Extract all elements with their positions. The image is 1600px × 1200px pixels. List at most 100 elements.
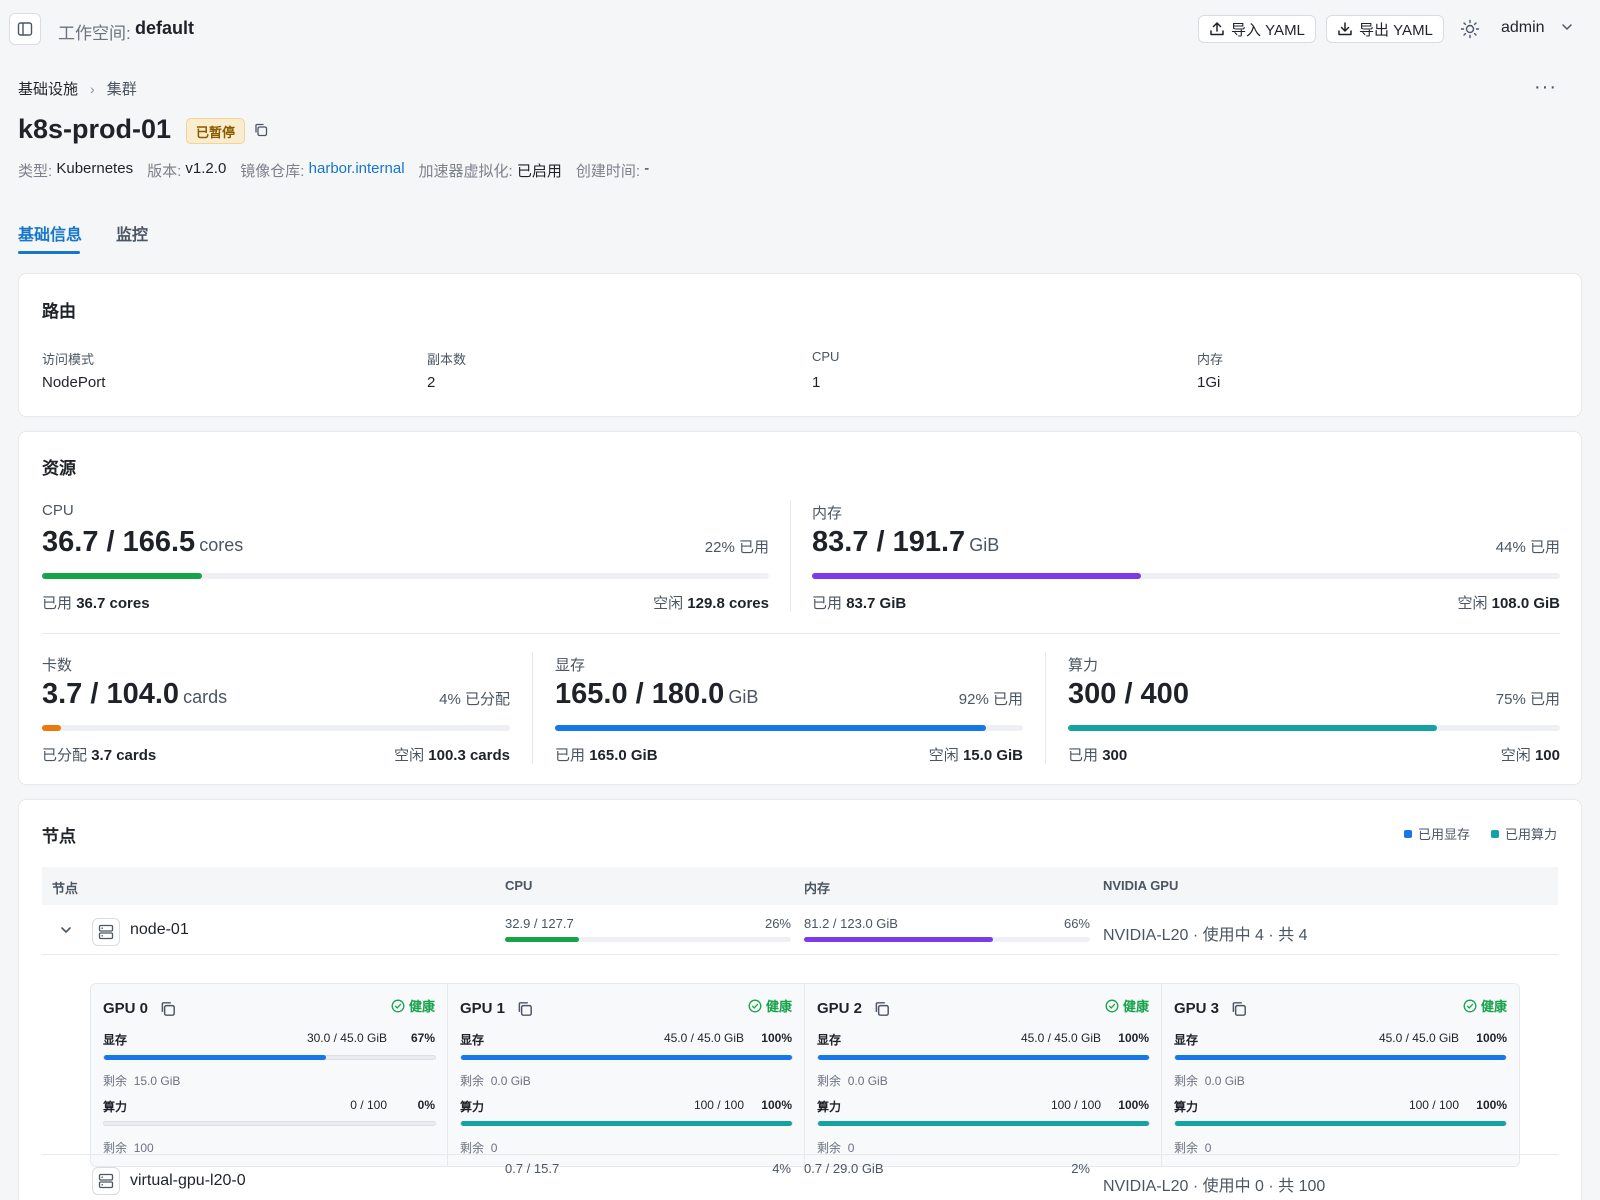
gpu-name: GPU 3 [1174, 1000, 1220, 1017]
tab-basic-info[interactable]: 基础信息 [18, 227, 83, 244]
breadcrumb-current[interactable]: 集群 [106, 81, 137, 98]
chevron-down-icon[interactable] [58, 922, 74, 938]
chevron-down-icon[interactable] [1560, 20, 1574, 34]
gpu-compute-remaining: 剩余 0 [460, 1139, 497, 1156]
meta-type-value: Kubernetes [56, 160, 134, 177]
theme-toggle-button[interactable] [1459, 18, 1481, 40]
gpu-compute-pct: 100% [761, 1098, 792, 1112]
gpu-vram-bar [1174, 1055, 1507, 1060]
resource-cards-used-value: 3.7 cards [91, 747, 157, 764]
gpu-compute-bar-fill [461, 1121, 792, 1126]
breadcrumb: 基础设施 › 集群 [18, 78, 137, 99]
route-replicas-value: 2 [427, 374, 436, 391]
resource-memory-bar [812, 573, 1560, 579]
gpu-compute-label: 算力 [460, 1100, 485, 1114]
gpu-vram-bar [460, 1055, 793, 1060]
copy-icon[interactable] [1230, 1000, 1248, 1018]
node-gpu-summary: NVIDIA-L20 · 使用中 4 · 共 4 [1103, 927, 1308, 944]
table-row[interactable]: virtual-gpu-l20-0 0.7 / 15.7 4% 0.7 / 29… [42, 1154, 1558, 1200]
resource-compute-free-prefix: 空闲 [1500, 747, 1531, 764]
gpu-vram-bar-fill [461, 1055, 792, 1060]
gpu-panel: GPU 0 健康 显存 30.0 / 45.0 GiB 67% 剩余 15.0 GiB 算力… [90, 983, 1520, 1167]
gpu-vram-label: 显存 [817, 1033, 842, 1047]
gpu-vram-remaining-label: 剩余 [103, 1074, 128, 1088]
gpu-vram-remaining-value: 15.0 GiB [133, 1074, 181, 1088]
resource-vram-bar-fill [555, 725, 986, 731]
resource-compute-value: 300 / 400 [1068, 678, 1193, 711]
tab-monitoring[interactable]: 监控 [116, 227, 149, 244]
gpu-compute-pct: 100% [1118, 1098, 1149, 1112]
export-yaml-button[interactable]: 导出 YAML [1326, 15, 1444, 43]
copy-icon[interactable] [516, 1000, 534, 1018]
resource-card: 资源 CPU 36.7 / 166.5 cores 22% 已用 已用 36.7 … [18, 431, 1582, 785]
gpu-compute-remaining: 剩余 0 [817, 1139, 854, 1156]
table-row[interactable]: node-01 32.9 / 127.7 26% 81.2 / 123.0 Gi… [42, 906, 1558, 955]
gpu-compute-remaining-value: 100 [133, 1141, 154, 1155]
gpu-compute-pct: 0% [417, 1098, 435, 1112]
gpu-vram-remaining-value: 0.0 GiB [490, 1074, 531, 1088]
node-cpu-text: 0.7 / 15.7 [505, 1161, 560, 1176]
gpu-vram-remaining-label: 剩余 [817, 1074, 842, 1088]
meta-registry-link[interactable]: harbor.internal [308, 160, 405, 177]
gpu-compute-remaining-value: 0 [490, 1141, 498, 1155]
resource-memory-used-prefix: 已用 [812, 595, 843, 612]
route-access-mode-label: 访问模式 [42, 352, 95, 367]
gpu-health-text: 健康 [408, 999, 435, 1014]
column-header-cpu: CPU [505, 878, 533, 893]
legend-used-vram-label: 已用显存 [1418, 827, 1471, 842]
chevron-right-icon: › [90, 80, 95, 97]
gpu-name: GPU 1 [460, 1000, 506, 1017]
resource-row-divider [42, 633, 1560, 634]
gpu-compute-label: 算力 [1174, 1100, 1199, 1114]
meta-accel-value: 已启用 [516, 163, 562, 180]
resource-memory: 内存 83.7 / 191.7 GiB 44% 已用 已用 83.7 GiB 空闲… [812, 502, 1560, 612]
node-cpu-bar-fill [505, 937, 580, 942]
node-name[interactable]: node-01 [130, 921, 189, 938]
sidebar-toggle-button[interactable] [9, 13, 41, 45]
breadcrumb-parent[interactable]: 基础设施 [18, 81, 79, 98]
resource-cpu: CPU 36.7 / 166.5 cores 22% 已用 已用 36.7 cor… [42, 502, 769, 612]
copy-icon[interactable] [873, 1000, 891, 1018]
workspace-label: 工作空间: [58, 24, 131, 43]
resource-vram-used: 已用 165.0 GiB [555, 744, 658, 765]
legend-used-vram-swatch [1404, 829, 1412, 838]
node-name[interactable]: virtual-gpu-l20-0 [130, 1172, 246, 1189]
resource-compute-free-value: 100 [1534, 747, 1560, 764]
route-replicas-label: 副本数 [427, 352, 467, 367]
download-icon [1338, 22, 1352, 36]
import-yaml-button[interactable]: 导入 YAML [1198, 15, 1316, 43]
active-tab-indicator [18, 251, 80, 254]
resource-cpu-bar-fill [42, 573, 202, 579]
gpu-vram-bar-fill [1175, 1055, 1506, 1060]
gpu-health-badge: 健康 [391, 996, 435, 1015]
resource-memory-value: 83.7 / 191.7 GiB [812, 526, 999, 559]
resource-vram-unit: GiB [728, 687, 759, 707]
meta-version-value: v1.2.0 [185, 160, 227, 177]
more-actions-button[interactable]: ··· [1534, 76, 1557, 98]
resource-memory-free: 空闲 108.0 GiB [1457, 592, 1560, 613]
node-memory-text: 0.7 / 29.0 GiB [804, 1161, 884, 1176]
resource-cpu-unit: cores [199, 535, 244, 555]
node-memory-text: 81.2 / 123.0 GiB [804, 916, 898, 931]
gpu-compute-pct: 100% [1476, 1098, 1507, 1112]
resource-memory-free-value: 108.0 GiB [1491, 595, 1560, 612]
resource-divider [532, 652, 533, 764]
workspace-name[interactable]: default [135, 18, 195, 38]
export-yaml-label: 导出 YAML [1359, 21, 1433, 39]
copy-icon[interactable] [253, 122, 269, 138]
resource-vram-used-prefix: 已用 [555, 747, 586, 764]
legend-used-vram: 已用显存 [1404, 824, 1470, 843]
copy-icon[interactable] [159, 1000, 177, 1018]
route-memory-label: 内存 [1197, 352, 1224, 367]
resource-memory-amount: 83.7 / 191.7 [812, 526, 966, 558]
node-memory-pct: 66% [1063, 916, 1090, 931]
resource-vram-pct: 92% 已用 [958, 691, 1023, 708]
resource-compute-label: 算力 [1068, 657, 1099, 674]
meta-version-label: 版本: [147, 163, 182, 180]
gpu-vram-bar [103, 1055, 436, 1060]
gpu-vram-value: 45.0 / 45.0 GiB [1020, 1031, 1101, 1045]
gpu-health-badge: 健康 [1105, 996, 1149, 1015]
user-menu[interactable]: admin [1501, 19, 1545, 36]
resource-memory-pct: 44% 已用 [1495, 539, 1560, 556]
resource-cards-used: 已分配 3.7 cards [42, 744, 156, 765]
